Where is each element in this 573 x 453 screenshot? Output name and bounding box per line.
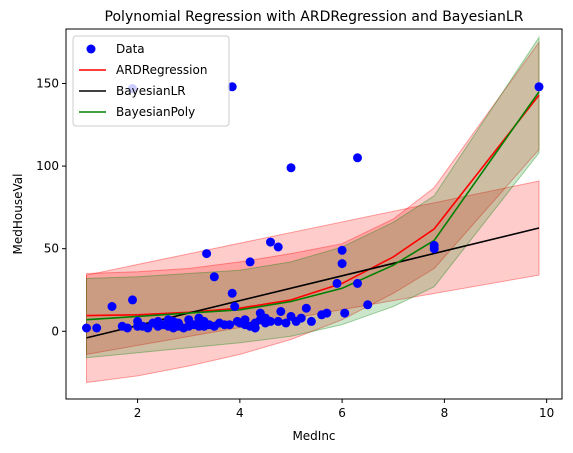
y-tick-label: 50 — [44, 242, 59, 256]
y-tick-label: 0 — [51, 324, 59, 338]
data-point — [340, 308, 350, 318]
data-point — [273, 242, 283, 252]
data-points — [82, 82, 544, 333]
legend: Data ARDRegression BayesianLR BayesianPoly — [72, 35, 230, 127]
line-ardregression — [86, 94, 540, 317]
legend-box — [72, 35, 230, 127]
data-point — [82, 323, 91, 333]
legend-label: BayesianPoly — [116, 105, 195, 119]
data-point — [245, 257, 255, 267]
data-point — [266, 316, 275, 326]
data-point — [353, 278, 362, 288]
legend-label: ARDRegression — [116, 63, 207, 77]
data-point — [353, 153, 362, 163]
data-point — [266, 237, 275, 247]
data-point — [240, 315, 250, 325]
data-point — [363, 300, 373, 310]
data-point — [92, 323, 102, 333]
x-axis: 2 4 6 8 10 — [134, 399, 554, 420]
x-tick-label: 8 — [441, 406, 449, 420]
legend-marker-data — [86, 44, 96, 54]
data-point — [429, 240, 439, 250]
data-point — [332, 278, 342, 288]
x-tick-label: 4 — [236, 406, 244, 420]
data-point — [202, 249, 212, 259]
y-axis: 0 50 100 150 — [36, 77, 66, 338]
data-point — [227, 288, 237, 298]
data-point — [281, 318, 291, 328]
data-point — [276, 307, 286, 316]
data-point — [107, 302, 117, 311]
legend-label: BayesianLR — [116, 84, 186, 98]
x-tick-label: 2 — [134, 406, 142, 420]
data-point — [225, 320, 235, 330]
data-point — [322, 308, 332, 318]
data-point — [122, 323, 132, 333]
x-tick-label: 6 — [338, 406, 346, 420]
data-point — [534, 82, 544, 92]
data-point — [273, 316, 283, 326]
x-axis-label: MedInc — [292, 429, 335, 443]
y-axis-label: MedHouseVal — [11, 174, 25, 255]
data-point — [209, 272, 219, 282]
data-point — [286, 163, 296, 173]
data-point — [337, 259, 347, 269]
y-tick-label: 100 — [36, 159, 59, 173]
data-point — [337, 245, 347, 255]
band-bayesianpoly — [86, 35, 540, 359]
legend-label: Data — [116, 42, 145, 56]
chart-title: Polynomial Regression with ARDRegression… — [105, 9, 524, 25]
data-point — [296, 313, 306, 323]
line-bayesianpoly — [86, 91, 540, 321]
x-tick-label: 10 — [539, 406, 554, 420]
data-point — [230, 302, 240, 311]
data-point — [128, 295, 137, 305]
plot-frame — [65, 28, 563, 400]
y-tick-label: 150 — [36, 77, 59, 91]
data-point — [227, 82, 237, 92]
data-point — [301, 303, 311, 313]
data-point — [306, 316, 316, 326]
band-ardregression — [86, 40, 540, 384]
